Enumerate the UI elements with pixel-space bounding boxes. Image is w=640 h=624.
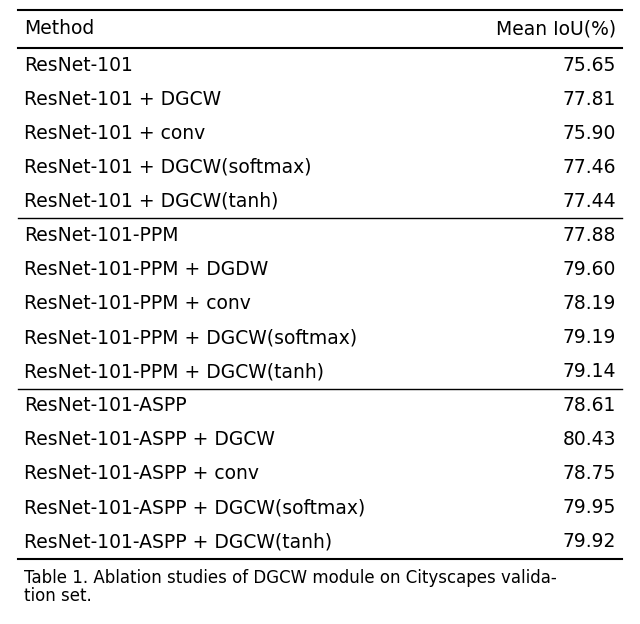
Text: ResNet-101-ASPP: ResNet-101-ASPP [24, 396, 187, 415]
Text: 77.88: 77.88 [563, 226, 616, 245]
Text: Table 1. Ablation studies of DGCW module on Cityscapes valida-: Table 1. Ablation studies of DGCW module… [24, 569, 557, 587]
Text: 78.19: 78.19 [563, 294, 616, 313]
Text: ResNet-101-ASPP + DGCW(tanh): ResNet-101-ASPP + DGCW(tanh) [24, 532, 332, 552]
Text: 75.90: 75.90 [563, 124, 616, 143]
Text: ResNet-101-ASPP + DGCW(softmax): ResNet-101-ASPP + DGCW(softmax) [24, 499, 365, 517]
Text: 79.92: 79.92 [563, 532, 616, 552]
Text: ResNet-101 + conv: ResNet-101 + conv [24, 124, 205, 143]
Text: 80.43: 80.43 [563, 431, 616, 449]
Text: tion set.: tion set. [24, 587, 92, 605]
Text: Mean IoU(%): Mean IoU(%) [496, 19, 616, 39]
Text: 77.44: 77.44 [563, 192, 616, 211]
Text: 79.60: 79.60 [563, 260, 616, 279]
Text: ResNet-101-ASPP + conv: ResNet-101-ASPP + conv [24, 464, 259, 484]
Text: 79.95: 79.95 [563, 499, 616, 517]
Text: ResNet-101-ASPP + DGCW: ResNet-101-ASPP + DGCW [24, 431, 275, 449]
Text: ResNet-101-PPM + DGCW(softmax): ResNet-101-PPM + DGCW(softmax) [24, 328, 357, 347]
Text: ResNet-101: ResNet-101 [24, 56, 133, 74]
Text: 79.19: 79.19 [563, 328, 616, 347]
Text: ResNet-101 + DGCW(softmax): ResNet-101 + DGCW(softmax) [24, 158, 312, 177]
Text: 79.14: 79.14 [563, 362, 616, 381]
Text: ResNet-101-PPM + conv: ResNet-101-PPM + conv [24, 294, 251, 313]
Text: ResNet-101-PPM + DGDW: ResNet-101-PPM + DGDW [24, 260, 268, 279]
Text: Method: Method [24, 19, 94, 39]
Text: ResNet-101 + DGCW: ResNet-101 + DGCW [24, 90, 221, 109]
Text: 77.81: 77.81 [563, 90, 616, 109]
Text: 78.61: 78.61 [563, 396, 616, 415]
Text: ResNet-101-PPM: ResNet-101-PPM [24, 226, 179, 245]
Text: ResNet-101 + DGCW(tanh): ResNet-101 + DGCW(tanh) [24, 192, 278, 211]
Text: 77.46: 77.46 [563, 158, 616, 177]
Text: ResNet-101-PPM + DGCW(tanh): ResNet-101-PPM + DGCW(tanh) [24, 362, 324, 381]
Text: 78.75: 78.75 [563, 464, 616, 484]
Text: 75.65: 75.65 [563, 56, 616, 74]
